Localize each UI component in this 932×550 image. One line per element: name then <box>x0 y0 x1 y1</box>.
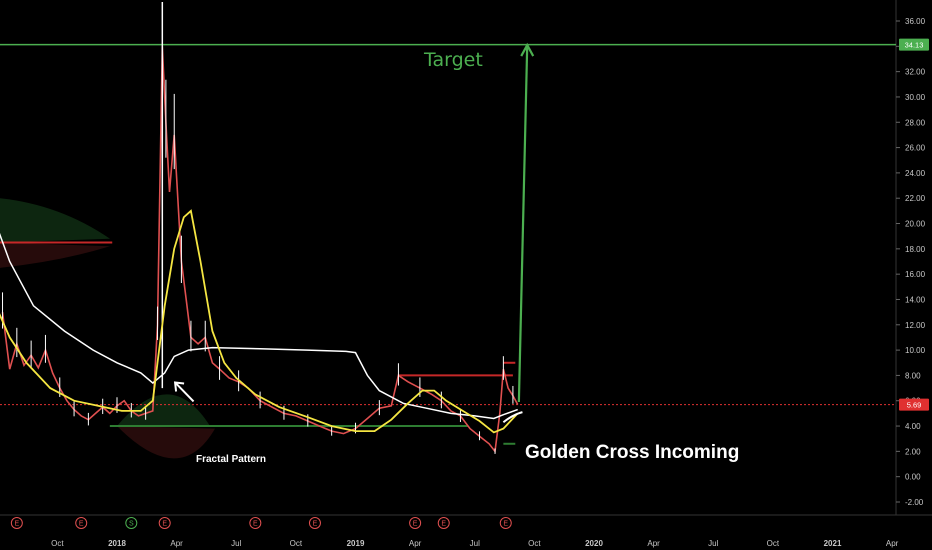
y-tick-label: 8.00 <box>905 371 921 380</box>
volume-profile-shape <box>117 394 210 427</box>
level-lines <box>0 43 896 445</box>
earnings-event-icon[interactable] <box>409 517 422 529</box>
earnings-event-label: E <box>313 521 318 528</box>
earnings-event-icon[interactable] <box>75 517 88 529</box>
x-tick-label: Oct <box>51 539 64 548</box>
y-tick-label: 12.00 <box>905 321 926 330</box>
y-tick-label: 16.00 <box>905 270 926 279</box>
volume-profile-layer <box>0 198 215 459</box>
earnings-event-label: E <box>162 521 167 528</box>
y-tick-label: 14.00 <box>905 295 926 304</box>
earnings-event-icon[interactable] <box>10 517 23 529</box>
current-price-badge-bg <box>899 398 929 411</box>
split-event-label: S <box>129 521 134 528</box>
y-tick-label: 28.00 <box>905 118 926 127</box>
x-axis: Oct 2018 Apr Jul Oct 2019 Apr Jul Oct 2020 Apr Jul O… <box>0 514 932 548</box>
earnings-event-icon[interactable] <box>308 517 321 529</box>
x-tick-label: Jul <box>231 539 241 548</box>
fractal-arrow-line <box>174 381 195 403</box>
x-tick-label: Oct <box>290 539 303 548</box>
y-tick-label: 10.00 <box>905 346 926 355</box>
target-arrow-line <box>517 45 529 403</box>
y-tick-label: 36.00 <box>905 17 926 26</box>
price-series[interactable] <box>1 46 519 454</box>
current-price-badge: 5.69 <box>907 401 922 410</box>
x-tick-label: Apr <box>886 539 899 548</box>
earnings-event-label: E <box>441 521 446 528</box>
y-tick-label: 20.00 <box>905 220 926 229</box>
x-tick-label: 2019 <box>347 539 365 548</box>
y-tick-label: 2.00 <box>905 447 921 456</box>
target-price-badge: 34.13 <box>905 41 924 50</box>
x-tick-label: Jul <box>708 539 718 548</box>
x-tick-label: 2021 <box>824 539 842 548</box>
earnings-event-icon[interactable] <box>499 517 512 529</box>
y-tick-label: 30.00 <box>905 93 926 102</box>
x-tick-label: Apr <box>409 539 422 548</box>
golden-cross-pointer <box>502 411 523 424</box>
series-layer <box>0 2 519 454</box>
x-tick-label: Apr <box>647 539 660 548</box>
volume-profile-shape <box>0 198 110 243</box>
x-tick-label: Jul <box>470 539 480 548</box>
x-tick-label: Oct <box>528 539 541 548</box>
earnings-event-label: E <box>14 521 19 528</box>
earnings-event-label: E <box>253 521 258 528</box>
y-tick-label: 0.00 <box>905 473 921 482</box>
earnings-event-label: E <box>503 521 508 528</box>
y-tick-label: 22.00 <box>905 194 926 203</box>
y-tick-label: 4.00 <box>905 422 921 431</box>
y-tick-label: 18.00 <box>905 245 926 254</box>
x-tick-label: Oct <box>767 539 780 548</box>
x-tick-label: 2020 <box>585 539 603 548</box>
y-tick-label: -2.00 <box>905 498 924 507</box>
earnings-event-icon[interactable] <box>158 517 171 529</box>
y-tick-label: 32.00 <box>905 68 926 77</box>
ma-long-line[interactable] <box>0 216 518 420</box>
volume-profile-shape <box>0 242 110 268</box>
annotation-layer: 34.13 5.69 <box>173 38 929 424</box>
target-price-badge-bg <box>899 38 929 51</box>
y-tick-label: 24.00 <box>905 169 926 178</box>
split-event-icon[interactable] <box>125 517 138 529</box>
earnings-event-label: E <box>79 521 84 528</box>
x-tick-label: Apr <box>170 539 183 548</box>
ma-short-line[interactable] <box>0 209 519 434</box>
y-axis: 36.0034.0032.0030.0028.0026.0024.0022.00… <box>895 0 926 515</box>
fractal-arrow-head <box>173 381 185 392</box>
earnings-event-icon[interactable] <box>249 517 262 529</box>
volume-profile-shape <box>117 426 215 459</box>
x-tick-label: 2018 <box>108 539 126 548</box>
y-tick-label: 26.00 <box>905 144 926 153</box>
target-arrow-head <box>520 42 535 57</box>
earnings-event-label: E <box>413 521 418 528</box>
earnings-event-icon[interactable] <box>437 517 450 529</box>
